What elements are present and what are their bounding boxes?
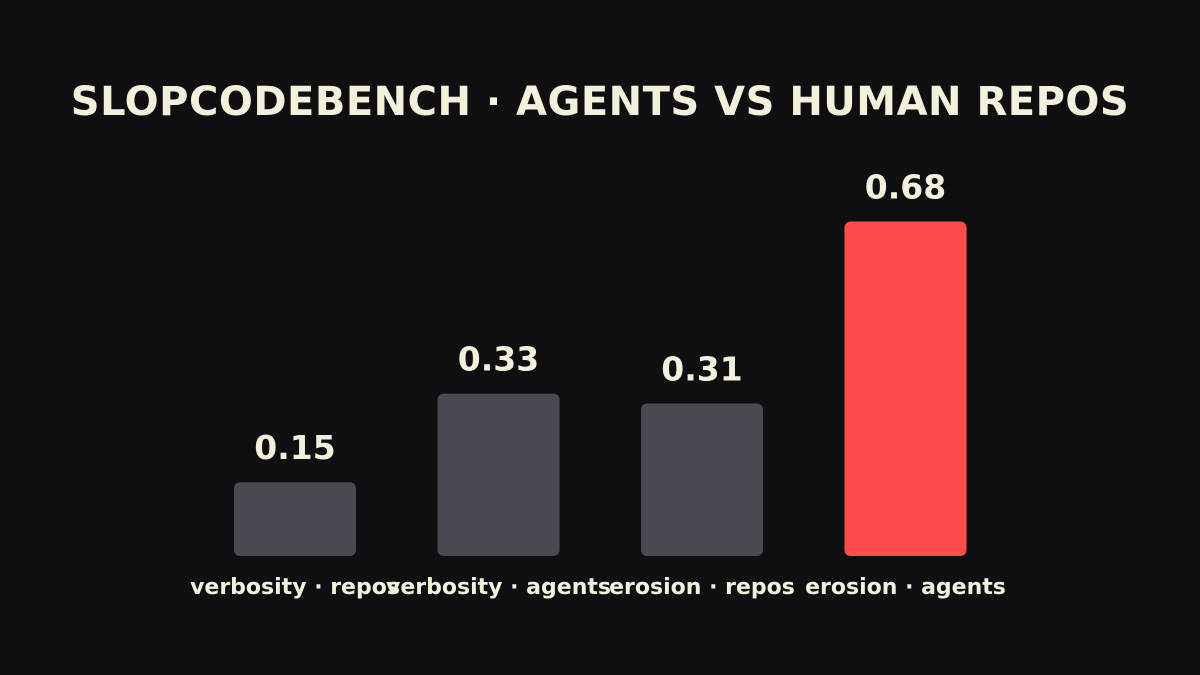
bars-group bbox=[234, 221, 967, 556]
bar-0 bbox=[234, 482, 356, 556]
bar-1 bbox=[437, 393, 560, 556]
bar-value-label: 0.15 bbox=[254, 428, 335, 467]
chart-title: SLOPCODEBENCH · AGENTS VS HUMAN REPOS bbox=[70, 79, 1130, 125]
x-tick-label: erosion · agents bbox=[805, 575, 1006, 600]
x-tick-label: erosion · repos bbox=[609, 575, 795, 600]
bar-value-label: 0.31 bbox=[661, 349, 742, 388]
bar-3 bbox=[844, 221, 967, 556]
bar-value-label: 0.68 bbox=[865, 167, 946, 206]
bar-2 bbox=[641, 403, 763, 556]
bar-value-label: 0.33 bbox=[458, 340, 539, 379]
x-tick-label: verbosity · repos bbox=[190, 575, 400, 600]
value-labels-group: 0.15 0.33 0.31 0.68 bbox=[254, 167, 946, 467]
x-tick-label: verbosity · agents bbox=[386, 575, 611, 600]
